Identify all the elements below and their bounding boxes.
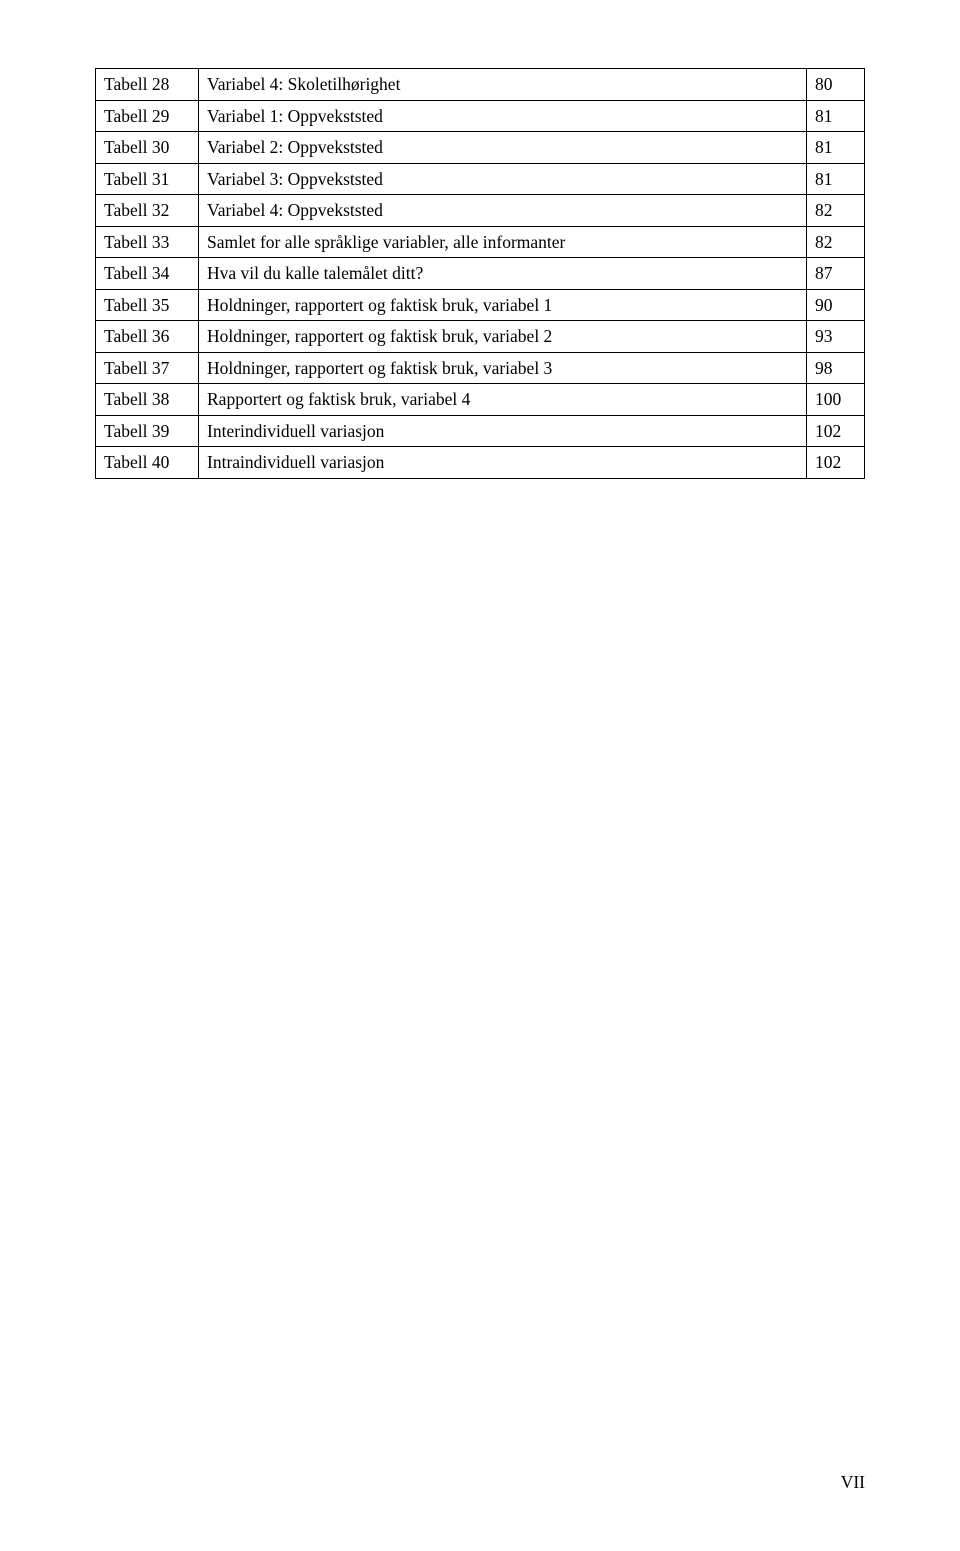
cell-desc: Rapportert og faktisk bruk, variabel 4 xyxy=(199,384,807,416)
table-row: Tabell 32 Variabel 4: Oppvekststed 82 xyxy=(96,195,865,227)
cell-desc: Variabel 3: Oppvekststed xyxy=(199,163,807,195)
cell-desc: Hva vil du kalle talemålet ditt? xyxy=(199,258,807,290)
cell-label: Tabell 31 xyxy=(96,163,199,195)
cell-desc: Interindividuell variasjon xyxy=(199,415,807,447)
cell-page: 82 xyxy=(807,195,865,227)
cell-desc: Holdninger, rapportert og faktisk bruk, … xyxy=(199,321,807,353)
cell-label: Tabell 28 xyxy=(96,69,199,101)
cell-page: 82 xyxy=(807,226,865,258)
cell-label: Tabell 32 xyxy=(96,195,199,227)
table-row: Tabell 40 Intraindividuell variasjon 102 xyxy=(96,447,865,479)
cell-page: 98 xyxy=(807,352,865,384)
cell-desc: Samlet for alle språklige variabler, all… xyxy=(199,226,807,258)
table-row: Tabell 33 Samlet for alle språklige vari… xyxy=(96,226,865,258)
cell-page: 80 xyxy=(807,69,865,101)
cell-page: 102 xyxy=(807,447,865,479)
cell-page: 81 xyxy=(807,132,865,164)
cell-page: 90 xyxy=(807,289,865,321)
table-row: Tabell 35 Holdninger, rapportert og fakt… xyxy=(96,289,865,321)
cell-label: Tabell 40 xyxy=(96,447,199,479)
cell-label: Tabell 29 xyxy=(96,100,199,132)
cell-page: 81 xyxy=(807,100,865,132)
cell-page: 93 xyxy=(807,321,865,353)
cell-desc: Holdninger, rapportert og faktisk bruk, … xyxy=(199,289,807,321)
table-row: Tabell 30 Variabel 2: Oppvekststed 81 xyxy=(96,132,865,164)
cell-desc: Variabel 2: Oppvekststed xyxy=(199,132,807,164)
cell-label: Tabell 33 xyxy=(96,226,199,258)
table-row: Tabell 28 Variabel 4: Skoletilhørighet 8… xyxy=(96,69,865,101)
cell-desc: Variabel 1: Oppvekststed xyxy=(199,100,807,132)
cell-label: Tabell 35 xyxy=(96,289,199,321)
cell-label: Tabell 37 xyxy=(96,352,199,384)
cell-desc: Variabel 4: Oppvekststed xyxy=(199,195,807,227)
table-row: Tabell 38 Rapportert og faktisk bruk, va… xyxy=(96,384,865,416)
page-number: VII xyxy=(841,1472,865,1493)
table-row: Tabell 34 Hva vil du kalle talemålet dit… xyxy=(96,258,865,290)
cell-page: 81 xyxy=(807,163,865,195)
table-row: Tabell 29 Variabel 1: Oppvekststed 81 xyxy=(96,100,865,132)
cell-page: 100 xyxy=(807,384,865,416)
cell-desc: Variabel 4: Skoletilhørighet xyxy=(199,69,807,101)
cell-desc: Intraindividuell variasjon xyxy=(199,447,807,479)
table-of-tables: Tabell 28 Variabel 4: Skoletilhørighet 8… xyxy=(95,68,865,479)
cell-label: Tabell 34 xyxy=(96,258,199,290)
cell-label: Tabell 30 xyxy=(96,132,199,164)
cell-desc: Holdninger, rapportert og faktisk bruk, … xyxy=(199,352,807,384)
cell-label: Tabell 39 xyxy=(96,415,199,447)
table-row: Tabell 36 Holdninger, rapportert og fakt… xyxy=(96,321,865,353)
table-row: Tabell 37 Holdninger, rapportert og fakt… xyxy=(96,352,865,384)
table-row: Tabell 31 Variabel 3: Oppvekststed 81 xyxy=(96,163,865,195)
cell-page: 102 xyxy=(807,415,865,447)
table-row: Tabell 39 Interindividuell variasjon 102 xyxy=(96,415,865,447)
cell-label: Tabell 36 xyxy=(96,321,199,353)
cell-label: Tabell 38 xyxy=(96,384,199,416)
cell-page: 87 xyxy=(807,258,865,290)
